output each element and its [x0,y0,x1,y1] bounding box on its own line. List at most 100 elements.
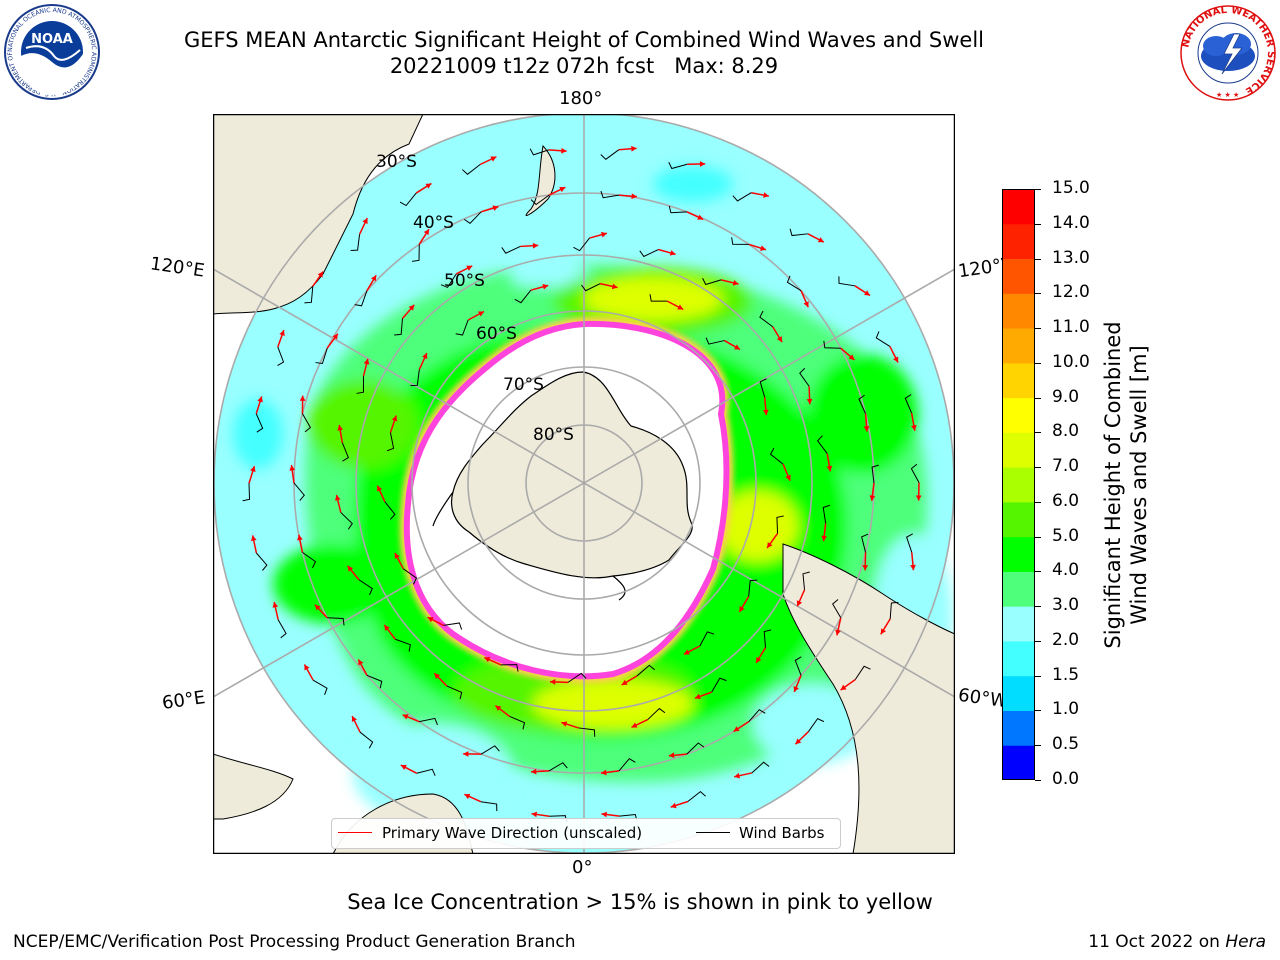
wave-direction-arrowhead [862,565,869,571]
wind-barb [816,435,828,454]
wave-direction-arrowhead [848,354,855,360]
wave-direction-arrowhead [250,466,256,473]
colorbar-bin [1002,293,1035,329]
wind-barb [799,367,810,387]
wind-barb [480,801,498,812]
wind-barb [822,504,831,524]
wind-barb [702,278,722,286]
colorbar-tick-label: 15.0 [1052,178,1090,198]
wave-direction-arrowhead [550,679,556,685]
lat-label-40s: 40°S [413,213,454,233]
wave-direction-arrowhead [363,358,370,365]
wave-direction-arrowhead [821,535,828,542]
wind-barb [711,677,727,693]
wave-direction-arrowhead [358,659,364,666]
wave-direction-arrowhead [776,336,783,343]
colorbar-tick-label: 9.0 [1052,386,1080,407]
wave-direction-arrowhead [337,424,344,431]
wave-direction-arrowhead [826,465,833,472]
wave-direction-arrowhead [376,485,383,492]
wind-barb [763,629,772,648]
wind-barb [578,727,596,737]
colorbar-tick-mark [1035,432,1041,434]
wave-direction-arrowhead [631,193,637,200]
colorbar-bin [1002,501,1035,538]
wind-barb [509,716,526,730]
nws-logo: NATIONAL WEATHER SERVICE ★ ★ ★ [1178,4,1278,102]
wave-direction-arrowhead [394,552,400,559]
wave-direction-arrowhead [733,726,740,732]
wave-direction-arrowhead [561,147,567,154]
wave-direction-arrowhead [289,465,296,471]
wind-barb [530,194,550,206]
wave-direction-arrowhead [384,624,390,631]
legend-wind-barbs: Wind Barbs [739,824,825,842]
lon-label-0: 0° [572,857,593,878]
wind-barb [501,245,521,254]
wind-barb [455,319,469,336]
colorbar-tick-mark [1035,536,1041,538]
svg-text:NOAA: NOAA [31,32,73,47]
new-zealand [525,144,556,217]
colorbar-tick-mark [1035,467,1041,469]
wind-barb [581,283,601,292]
wave-direction-arrowhead [683,649,690,655]
map-legend: Primary Wave Direction (unscaled) Wind B… [331,818,841,849]
wave-direction-arrowhead [699,161,706,167]
lon-label-120e: 120°E [148,253,206,282]
wind-barb [808,717,825,733]
wave-direction-arrows [242,145,922,823]
wave-direction-arrowhead [332,333,338,340]
colorbar-tick-label: 5.0 [1052,525,1080,546]
colorbar-tick-mark [1035,328,1041,330]
wind-barb [399,192,417,207]
wave-direction-arrowhead [864,290,871,296]
wind-barb [384,501,396,520]
colorbar-tick-label: 4.0 [1052,560,1080,581]
wave-direction-arrowhead [561,721,568,727]
colorbar-tick-label: 10.0 [1052,351,1090,372]
wind-barb [419,717,438,726]
wave-direction-arrowhead [434,673,441,680]
lat-label-30s: 30°S [376,152,417,172]
wind-barb [356,376,364,394]
wave-direction-arrowhead [910,564,916,571]
wave-direction-arrowhead [601,231,607,238]
wave-direction-arrowhead [531,768,537,775]
wave-direction-arrowhead [911,425,917,431]
colorbar-bin [1002,362,1035,399]
colorbar-tick-label: 1.5 [1052,664,1080,685]
colorbar-tick-label: 2.0 [1052,629,1080,650]
wave-direction-arrowhead [734,344,741,350]
wave-direction-arrowhead [631,145,637,152]
wind-barb [600,190,620,199]
wave-direction-arrowhead [371,275,377,282]
wind-barb [412,244,420,262]
wave-direction-arrowhead [422,353,428,360]
wave-direction-arrowhead [408,304,415,311]
lat-label-80s: 80°S [533,425,574,445]
wind-barb [403,568,418,585]
wind-barb [461,164,481,175]
colorbar-tick-mark [1035,223,1041,225]
colorbar-bins [1002,189,1035,781]
wind-barb [759,378,767,398]
wind-barb [838,276,855,287]
wind-barb [794,656,802,676]
wind-barb [906,533,913,553]
colorbar-bin [1002,189,1035,225]
wind-barb [871,464,879,484]
wave-direction-arrowhead [334,494,341,501]
south-america [782,543,955,854]
wind-barb [302,551,317,569]
wave-direction-arrowhead [477,311,484,317]
wave-direction-arrowhead [863,426,870,432]
colorbar-tick-label: 13.0 [1052,247,1090,268]
wave-direction-arrowhead [601,811,608,818]
wind-barb [759,310,774,328]
colorbar-tick-mark [1035,710,1041,712]
wind-barb [255,413,264,433]
wind-barb [861,533,869,553]
chart-subtitle: 20221009 t12z 072h fcst Max: 8.29 [389,54,779,78]
colorbar-bin [1002,745,1035,781]
